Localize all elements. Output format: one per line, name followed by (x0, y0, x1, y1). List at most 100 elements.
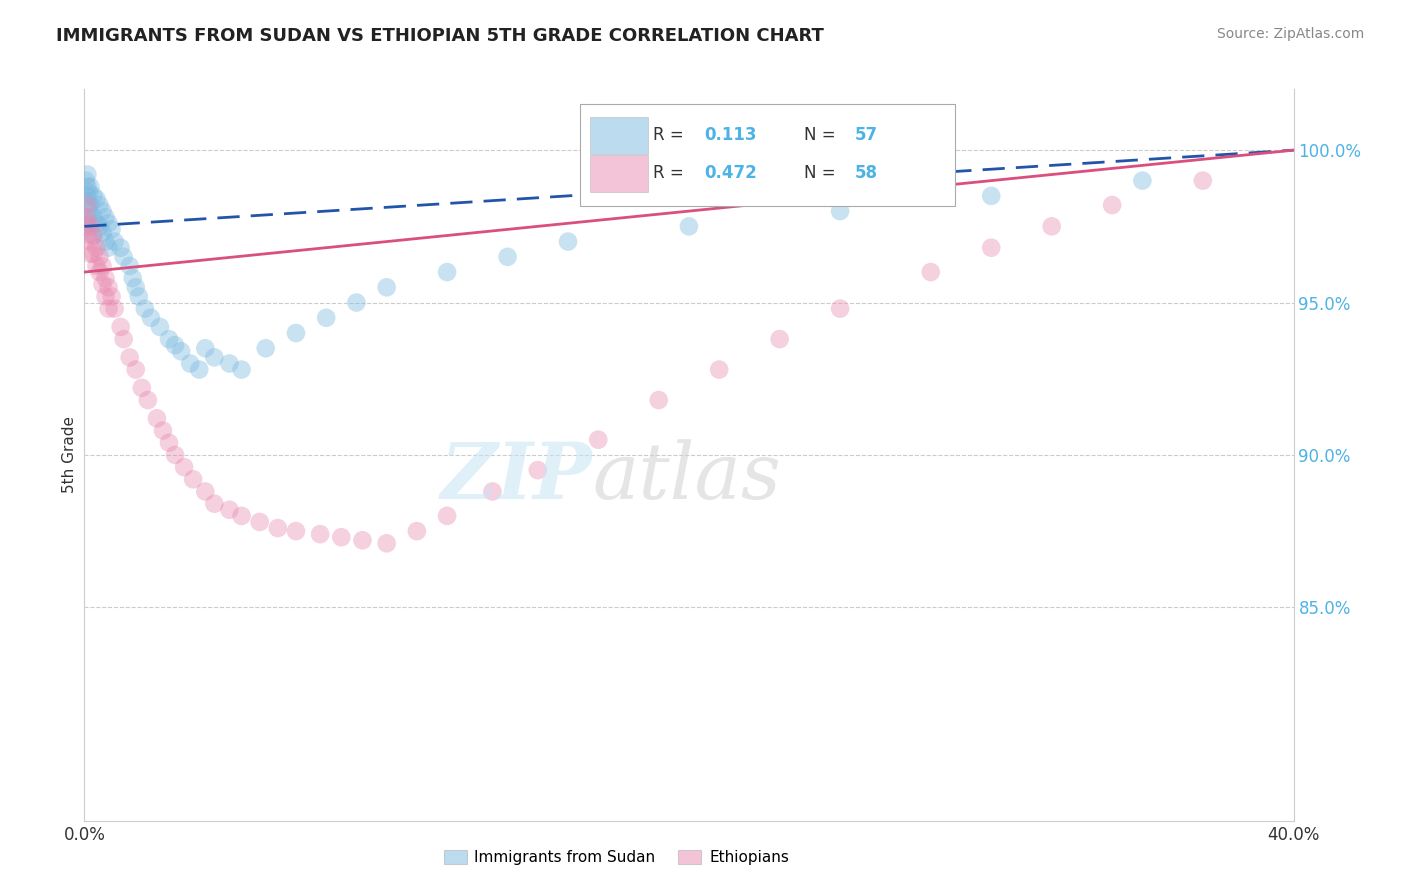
Point (179, 356, 201, 370)
Point (112, 332, 135, 346)
Point (231, 362, 253, 376)
Point (97, 280, 120, 294)
Point (1192, 174, 1215, 188)
Point (1130, 174, 1153, 188)
Point (709, 362, 731, 376)
Point (285, 326, 308, 340)
Point (125, 362, 148, 376)
Point (678, 219, 700, 234)
Point (436, 508, 458, 523)
Point (104, 301, 127, 316)
Point (76, 216, 98, 230)
Point (82, 246, 104, 260)
Point (149, 320, 172, 334)
Point (79, 246, 101, 260)
Text: ZIP: ZIP (440, 439, 592, 515)
Point (76, 210, 98, 224)
Point (82, 189, 104, 203)
Point (194, 484, 217, 499)
Point (76, 168, 98, 182)
Point (110, 241, 132, 255)
Point (285, 524, 308, 538)
Point (202, 497, 225, 511)
Point (77, 186, 100, 200)
FancyBboxPatch shape (589, 155, 648, 192)
Legend: Immigrants from Sudan, Ethiopians: Immigrants from Sudan, Ethiopians (437, 844, 794, 871)
Point (94, 271, 117, 285)
Point (91, 277, 114, 292)
Point (267, 521, 290, 535)
Point (97, 216, 120, 230)
Point (496, 250, 519, 264)
Point (146, 411, 169, 425)
Text: R =: R = (652, 127, 689, 145)
Point (76, 228, 98, 243)
Point (249, 515, 271, 529)
Point (218, 502, 240, 516)
Point (194, 341, 217, 355)
Point (980, 189, 1002, 203)
Point (94, 235, 117, 249)
Point (79, 219, 101, 234)
Point (375, 280, 398, 294)
Point (86, 192, 108, 206)
Point (136, 392, 159, 407)
Point (76, 189, 98, 203)
FancyBboxPatch shape (581, 103, 955, 206)
Point (89, 219, 111, 234)
Point (91, 259, 114, 273)
Point (173, 460, 195, 475)
Point (75, 210, 97, 224)
Point (648, 392, 671, 407)
Point (76, 179, 98, 194)
Point (86, 259, 108, 273)
Point (1101, 198, 1123, 212)
Point (77, 204, 100, 219)
Point (375, 536, 398, 550)
Point (920, 265, 942, 279)
Text: 0.113: 0.113 (704, 127, 758, 145)
Text: 58: 58 (855, 164, 877, 182)
Point (118, 259, 141, 273)
Point (82, 210, 104, 224)
Point (118, 351, 141, 365)
Point (830, 204, 852, 219)
Point (980, 241, 1002, 255)
Point (131, 381, 153, 395)
Point (82, 228, 104, 243)
Point (170, 344, 193, 359)
Point (121, 271, 143, 285)
Point (202, 351, 225, 365)
FancyBboxPatch shape (589, 117, 648, 153)
Point (346, 295, 368, 310)
Point (76, 198, 98, 212)
Point (89, 198, 111, 212)
Point (165, 338, 187, 352)
Point (769, 332, 792, 346)
Point (157, 332, 180, 346)
Point (91, 226, 114, 240)
Text: R =: R = (652, 164, 689, 182)
Point (89, 265, 111, 279)
Point (134, 301, 156, 316)
Text: 57: 57 (855, 127, 877, 145)
Point (139, 310, 162, 325)
Point (79, 198, 101, 212)
Point (94, 289, 117, 303)
Y-axis label: 5th Grade: 5th Grade (62, 417, 77, 493)
Point (527, 463, 550, 477)
Point (315, 310, 337, 325)
Point (436, 265, 458, 279)
Point (82, 228, 104, 243)
Point (309, 527, 332, 541)
Point (181, 472, 204, 486)
Point (352, 533, 374, 548)
Point (481, 484, 503, 499)
Point (86, 241, 108, 255)
Point (100, 289, 122, 303)
Text: N =: N = (804, 127, 841, 145)
Point (86, 216, 108, 230)
Point (89, 250, 111, 264)
Point (79, 216, 101, 230)
Point (79, 179, 101, 194)
